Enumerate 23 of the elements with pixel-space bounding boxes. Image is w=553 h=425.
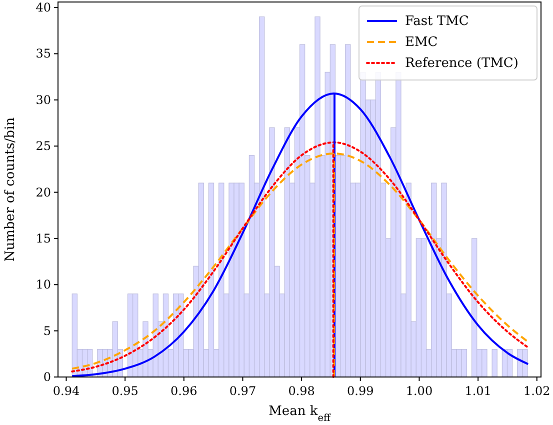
y-tick-label: 30 bbox=[36, 92, 51, 107]
y-axis-title: Number of counts/bin bbox=[3, 116, 18, 262]
x-tick-label: 0.98 bbox=[288, 384, 315, 398]
y-tick-label: 25 bbox=[36, 139, 51, 154]
x-axis-title: Mean k$_{eff}$ bbox=[268, 404, 332, 424]
legend-label: Reference (TMC) bbox=[405, 56, 518, 71]
x-tick-label: 0.94 bbox=[52, 384, 80, 398]
x-tick-label: 1.00 bbox=[406, 384, 433, 398]
x-tick-label: 0.97 bbox=[229, 384, 256, 398]
x-tick-label: 1.02 bbox=[524, 384, 550, 398]
y-tick-label: 20 bbox=[36, 185, 51, 200]
y-tick-label: 10 bbox=[36, 278, 51, 292]
legend-label: EMC bbox=[405, 35, 438, 50]
x-tick-label: 0.96 bbox=[170, 384, 198, 398]
legend-label: Fast TMC bbox=[405, 14, 469, 29]
y-tick-label: 5 bbox=[43, 324, 51, 338]
x-tick-label: 0.99 bbox=[347, 384, 374, 398]
x-tick-label: 0.95 bbox=[112, 384, 138, 398]
y-tick-label: 40 bbox=[36, 0, 51, 15]
y-tick-label: 0 bbox=[43, 370, 51, 384]
y-tick-label: 15 bbox=[36, 231, 51, 246]
x-tick-label: 1.01 bbox=[464, 384, 492, 398]
y-tick-label: 35 bbox=[36, 46, 51, 61]
